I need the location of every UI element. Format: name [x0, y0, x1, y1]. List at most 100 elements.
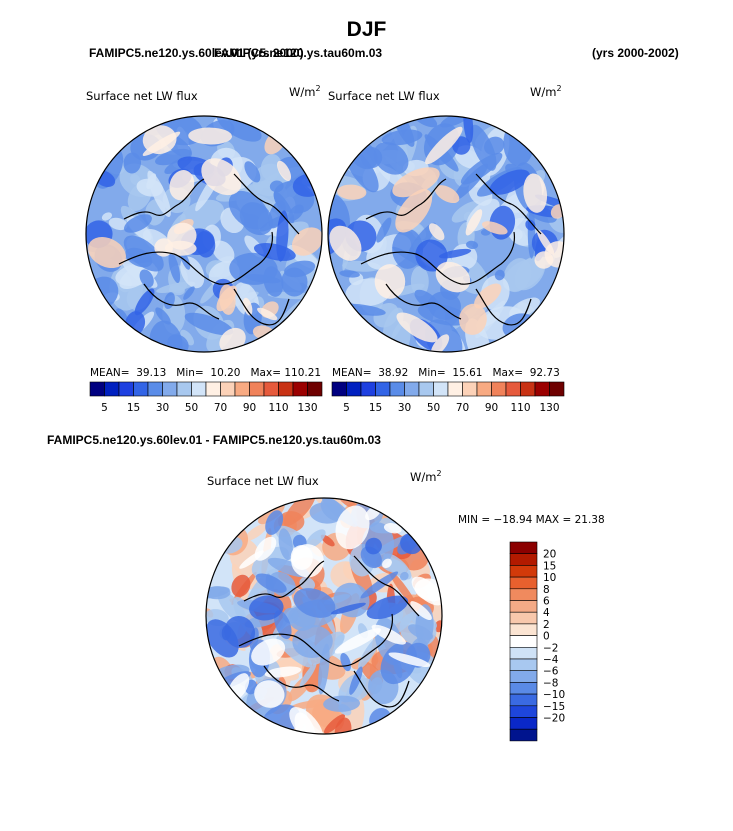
- field-patch: [289, 706, 324, 734]
- panel3-colorbar-swatch: [509, 670, 538, 683]
- map-boundary: [205, 497, 443, 735]
- panel3-colorbar-swatch: [509, 623, 538, 636]
- coastline: [353, 555, 420, 617]
- field-patch: [360, 571, 399, 599]
- panel3-colorbar-tick-label: 15: [543, 560, 556, 572]
- coastline: [385, 283, 462, 320]
- panel1-colorbar-swatch: [234, 381, 250, 397]
- panel2-units: W/m2: [530, 84, 562, 99]
- field-patch: [459, 303, 487, 335]
- panel2-colorbar-tick-label: 90: [485, 402, 498, 414]
- panel1-colorbar-swatch: [263, 381, 279, 397]
- coastline: [353, 670, 410, 708]
- field-patch: [474, 283, 502, 309]
- field-patch: [388, 652, 431, 668]
- field-patch: [134, 288, 155, 316]
- panel1-colorbar-tick-label: 130: [297, 402, 317, 414]
- field-patch: [276, 635, 313, 668]
- field-patch: [206, 619, 239, 658]
- field-patch: [366, 595, 409, 620]
- panel2-colorbar-swatch: [447, 381, 463, 397]
- panel3-colorbar-tick-label: −10: [543, 689, 565, 701]
- coastline: [233, 288, 290, 326]
- field-patch: [293, 588, 336, 618]
- panel1-colorbar-swatch: [220, 381, 236, 397]
- panel1-colorbar-swatch: [162, 381, 178, 397]
- field-patch: [320, 534, 335, 547]
- field-patch: [253, 243, 296, 261]
- panel3-minmax: MIN = −18.94 MAX = 21.38: [458, 514, 605, 526]
- panel2-colorbar-swatch: [476, 381, 492, 397]
- panel3-units: W/m2: [410, 469, 442, 484]
- field-patch: [284, 260, 316, 278]
- field-patch: [527, 206, 536, 259]
- field-patch: [360, 147, 383, 169]
- coastline: [233, 173, 300, 235]
- field-patch: [195, 231, 216, 258]
- panel2-colorbar-tick-label: 70: [456, 402, 469, 414]
- field-patch: [373, 141, 409, 175]
- field-patch: [453, 163, 489, 201]
- field-patch: [334, 717, 352, 734]
- panel1-colorbar-swatch: [191, 381, 207, 397]
- field-patch: [249, 595, 284, 621]
- panel2-colorbar-swatch: [433, 381, 449, 397]
- field-patch: [283, 498, 316, 526]
- field-patch: [290, 699, 333, 710]
- field-patch: [184, 312, 234, 336]
- panel3-colorbar-swatch: [509, 611, 538, 625]
- field-patch: [299, 663, 317, 688]
- panel1-stats: MEAN= 39.13 Min= 10.20 Max= 110.21: [90, 367, 322, 379]
- panel2-title: Surface net LW flux: [328, 89, 440, 103]
- field-patch: [484, 136, 505, 156]
- panel3-colorbar-tick-label: −2: [543, 642, 558, 654]
- map-boundary: [85, 115, 323, 353]
- field-patch: [339, 270, 360, 278]
- coastline: [475, 288, 532, 326]
- diff-title: FAMIPC5.ne120.ys.60lev.01 - FAMIPC5.ne12…: [47, 433, 381, 447]
- panel1-colorbar-swatch: [292, 381, 308, 397]
- panel1-colorbar-swatch: [89, 381, 105, 397]
- field-patch: [183, 286, 195, 300]
- field-patch: [142, 125, 177, 155]
- years-label: (yrs 2000-2002): [592, 46, 679, 60]
- panel1-colorbar-swatch: [205, 381, 221, 397]
- field-patch: [392, 228, 424, 269]
- field-patch: [320, 498, 345, 522]
- field-patch: [383, 523, 402, 534]
- field-patch: [88, 237, 126, 269]
- panel3-colorbar-tick-label: −8: [543, 677, 558, 689]
- panel2-colorbar-tick-label: 15: [369, 402, 382, 414]
- panel3-colorbar-swatch: [509, 647, 538, 660]
- field-patch: [257, 307, 278, 321]
- field-patch: [481, 221, 508, 235]
- panel2-colorbar-swatch: [389, 381, 405, 397]
- panel1-title: Surface net LW flux: [86, 89, 198, 103]
- panel3-colorbar-swatch: [509, 541, 538, 554]
- field-patch: [274, 610, 292, 640]
- field-patch: [212, 240, 235, 263]
- panel2-colorbar-tick-label: 130: [539, 402, 559, 414]
- panel2-colorbar-swatch: [418, 381, 434, 397]
- field-patch: [463, 116, 474, 144]
- field-patch: [147, 170, 171, 217]
- field-patch: [396, 312, 438, 343]
- field-patch: [407, 222, 436, 260]
- coastline: [360, 231, 516, 285]
- field-patch: [382, 558, 392, 569]
- panel2-colorbar-tick-label: 50: [427, 402, 440, 414]
- panel3-colorbar-swatch: [509, 600, 538, 613]
- field-patch: [115, 308, 128, 324]
- field-patch: [254, 680, 285, 708]
- field-patch: [254, 536, 277, 561]
- coastline: [243, 560, 325, 602]
- panel3-colorbar-tick-label: 10: [543, 572, 556, 584]
- field-patch: [323, 695, 361, 712]
- field-patch: [302, 659, 323, 693]
- panel3-colorbar-swatch: [509, 588, 538, 601]
- field-patch: [265, 510, 284, 535]
- field-patch: [277, 160, 292, 182]
- panel1-colorbar-swatch: [147, 381, 163, 397]
- field-patch: [305, 529, 326, 548]
